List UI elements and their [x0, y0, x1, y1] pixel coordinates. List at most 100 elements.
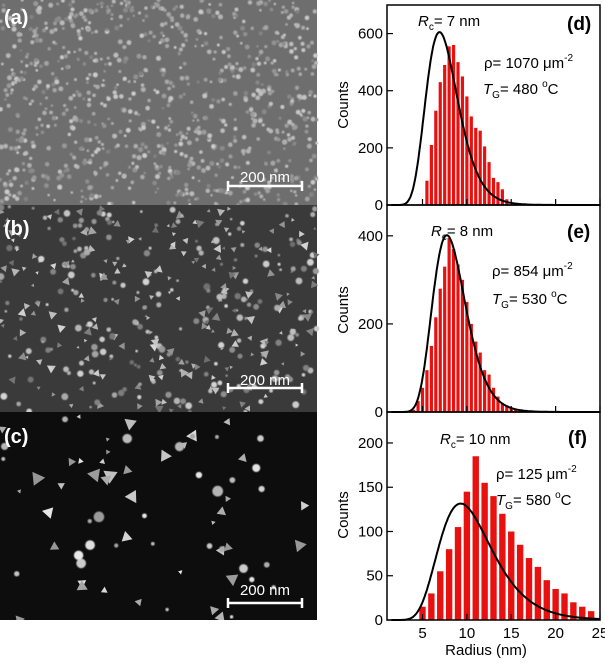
- particle: [306, 258, 314, 266]
- particle: [278, 300, 286, 309]
- histogram-bar: [491, 177, 496, 205]
- particle: [60, 67, 64, 71]
- particle: [221, 246, 226, 250]
- particle: [9, 91, 13, 95]
- particle: [203, 41, 209, 46]
- particle: [167, 291, 171, 295]
- particle: [161, 93, 167, 99]
- particle: [25, 348, 32, 355]
- particle: [262, 246, 268, 253]
- particle: [85, 179, 90, 184]
- particle: [266, 127, 271, 132]
- histogram-d-rc: Rc= 7 nm: [418, 13, 480, 33]
- particle: [151, 226, 159, 233]
- particle: [270, 161, 276, 166]
- particle: [70, 263, 76, 270]
- particle: [273, 2, 277, 6]
- particle: [93, 84, 96, 88]
- particle: [210, 194, 213, 197]
- particle: [87, 185, 93, 191]
- particle: [85, 540, 95, 550]
- particle: [52, 88, 57, 93]
- particle: [225, 495, 231, 502]
- particle: [168, 165, 172, 169]
- particle: [150, 541, 155, 546]
- particle: [39, 102, 42, 106]
- particle: [219, 35, 223, 40]
- particle: [175, 193, 179, 197]
- particle: [91, 31, 94, 35]
- particle: [276, 31, 280, 35]
- particle: [68, 403, 74, 408]
- particle: [15, 138, 19, 142]
- particle: [153, 88, 157, 92]
- particle: [146, 315, 151, 321]
- particle: [76, 558, 86, 569]
- scale-bar-a: [226, 181, 304, 191]
- particle: [256, 0, 262, 6]
- particle: [51, 392, 56, 397]
- particle: [223, 227, 230, 233]
- particle: [104, 63, 107, 66]
- particle: [168, 80, 174, 86]
- particle: [156, 125, 160, 129]
- particle: [59, 55, 65, 60]
- particle: [137, 395, 142, 400]
- particle: [17, 145, 21, 149]
- particle: [190, 111, 194, 115]
- particle: [23, 128, 27, 132]
- particle: [153, 154, 157, 158]
- particle: [56, 16, 62, 22]
- particle: [118, 342, 125, 350]
- particle: [156, 302, 162, 308]
- particle: [5, 217, 10, 222]
- particle: [44, 96, 49, 100]
- particle: [168, 95, 174, 102]
- particle: [106, 234, 112, 241]
- particle: [161, 106, 165, 110]
- particle: [118, 129, 123, 134]
- particle: [310, 179, 316, 185]
- particle: [69, 152, 74, 157]
- particle: [119, 94, 124, 99]
- particle: [196, 118, 200, 122]
- particle: [67, 15, 72, 20]
- particle: [165, 607, 169, 612]
- histogram-f-xlabel: Radius (nm): [445, 642, 527, 659]
- histogram-d-ylabel: Counts: [335, 81, 352, 129]
- particle: [136, 155, 142, 161]
- particle: [256, 72, 261, 77]
- particle: [174, 22, 180, 27]
- particle: [233, 135, 237, 139]
- particle: [178, 94, 183, 99]
- particle: [19, 329, 27, 337]
- particle: [310, 72, 315, 76]
- particle: [72, 223, 78, 229]
- particle: [245, 291, 254, 299]
- particle: [113, 52, 119, 58]
- particle: [70, 7, 75, 12]
- particle: [177, 51, 182, 56]
- particle: [238, 67, 244, 73]
- particle: [162, 34, 165, 38]
- particle: [241, 134, 247, 140]
- particle: [209, 104, 214, 109]
- particle: [290, 266, 296, 272]
- particle: [180, 251, 187, 257]
- particle: [112, 280, 117, 285]
- particle: [180, 398, 186, 405]
- particle: [304, 129, 309, 134]
- particle: [131, 91, 136, 96]
- particle: [45, 347, 51, 353]
- particle: [241, 230, 246, 234]
- particle: [223, 418, 231, 426]
- particle: [147, 39, 151, 43]
- histogram-bar: [516, 544, 524, 620]
- histogram-bar: [500, 403, 504, 412]
- y-tick-label: 200: [358, 316, 383, 333]
- particle: [287, 119, 293, 125]
- particle: [79, 146, 84, 151]
- particle: [78, 36, 83, 41]
- particle: [175, 356, 181, 362]
- particle: [8, 182, 14, 188]
